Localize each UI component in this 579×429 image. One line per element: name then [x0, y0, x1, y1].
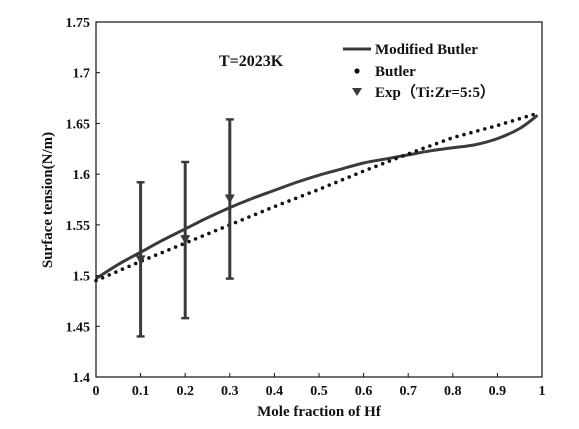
y-tick-label: 1.4 — [73, 371, 91, 386]
y-tick-label: 1.7 — [73, 67, 91, 82]
legend-marker-butler — [354, 68, 360, 74]
series-line-butler — [94, 111, 540, 283]
y-tick-label: 1.6 — [73, 168, 91, 183]
series-layer — [94, 111, 540, 338]
x-tick-label: 0.7 — [399, 384, 417, 399]
x-tick-label: 0.1 — [132, 384, 150, 399]
x-tick-label: 0.3 — [221, 384, 239, 399]
legend-label-exp: Exp（Ti:Zr=5:5） — [375, 83, 495, 101]
y-axis-label: Surface tension(N/m) — [40, 132, 56, 268]
series-line-modified-butler — [95, 114, 539, 280]
y-tick-label: 1.45 — [66, 320, 91, 335]
legend: Modified Butler Butler Exp（Ti:Zr=5:5） — [343, 42, 495, 101]
temperature-annotation: T=2023K — [219, 53, 284, 70]
x-tick-label: 1 — [539, 384, 546, 399]
y-tick-label: 1.65 — [66, 117, 91, 132]
legend-marker-exp — [352, 88, 362, 96]
y-tick-label: 1.75 — [66, 16, 91, 31]
legend-label-modified-butler: Modified Butler — [375, 42, 478, 58]
x-tick-label: 0.4 — [266, 384, 284, 399]
x-tick-label: 0 — [93, 384, 100, 399]
x-tick-label: 0.6 — [355, 384, 373, 399]
x-tick-label: 0.8 — [444, 384, 462, 399]
exp-data-point — [135, 255, 146, 265]
ticks-layer: 0 0.1 0.2 0.3 0.4 0.5 0.6 0.7 0.8 0.9 1 1.4 1.45 1.5 1… — [66, 16, 546, 399]
y-tick-label: 1.5 — [73, 270, 91, 285]
plot-background — [96, 22, 542, 377]
x-tick-label: 0.9 — [489, 384, 507, 399]
x-axis-label: Mole fraction of Hf — [257, 404, 382, 420]
x-tick-label: 0.5 — [310, 384, 328, 399]
y-tick-label: 1.55 — [66, 219, 91, 234]
exp-data-point — [224, 194, 235, 204]
exp-data-point — [180, 235, 191, 245]
legend-label-butler: Butler — [375, 64, 416, 80]
x-tick-label: 0.2 — [176, 384, 194, 399]
